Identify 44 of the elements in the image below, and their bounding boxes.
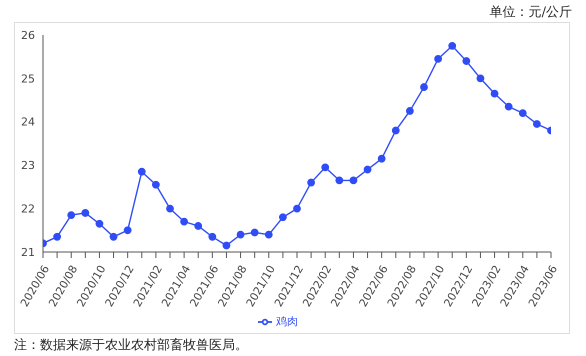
point	[406, 107, 414, 115]
point	[335, 176, 344, 184]
text: 注：数据来源于农业农村部畜牧兽医局。	[14, 337, 248, 354]
y-tick-label: 23	[21, 159, 35, 172]
y-tick-label: 22	[21, 202, 35, 216]
point	[236, 230, 244, 239]
chart-subtitle: 单位：元/公斤	[490, 4, 572, 21]
point	[264, 230, 273, 239]
point	[166, 204, 174, 212]
point	[378, 154, 386, 163]
y-tick-label: 26	[21, 28, 35, 42]
point	[278, 213, 287, 222]
y-tick-label: 21	[21, 246, 35, 259]
point	[350, 176, 358, 184]
point	[307, 178, 316, 186]
point	[152, 180, 160, 189]
point	[110, 232, 118, 241]
point	[434, 54, 442, 63]
point	[532, 120, 541, 128]
point	[504, 102, 513, 111]
point	[208, 232, 216, 241]
point	[476, 74, 484, 82]
legend-label: 鸡肉	[276, 315, 298, 328]
point	[321, 163, 330, 172]
point	[124, 226, 132, 234]
point	[67, 211, 76, 220]
point	[53, 232, 62, 241]
point	[138, 168, 146, 176]
point	[194, 222, 202, 230]
point	[96, 220, 104, 228]
point	[462, 57, 470, 65]
point	[420, 83, 428, 91]
point	[250, 228, 259, 236]
y-tick-label: 24	[21, 116, 35, 129]
point	[518, 109, 527, 118]
point	[81, 209, 90, 217]
y-tick-label: 25	[21, 72, 35, 86]
point	[364, 166, 372, 174]
point	[448, 42, 456, 50]
point	[222, 242, 230, 250]
point	[490, 90, 498, 98]
point	[180, 218, 188, 226]
point	[293, 204, 301, 212]
point	[392, 126, 400, 134]
